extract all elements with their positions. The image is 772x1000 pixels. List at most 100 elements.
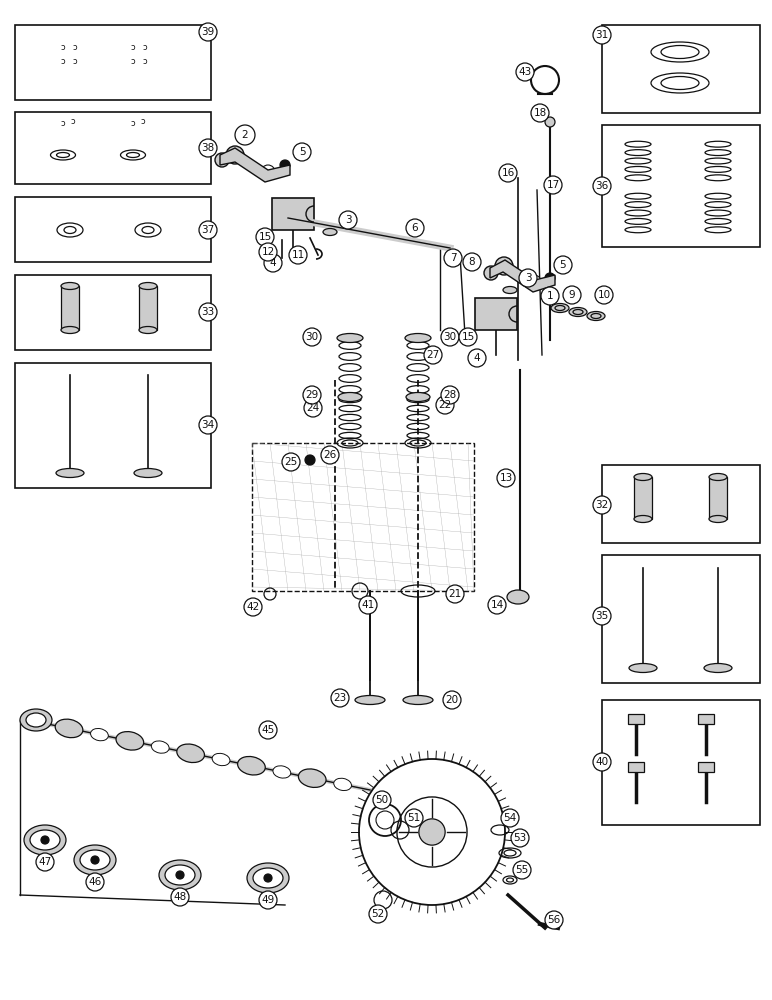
Ellipse shape bbox=[74, 845, 116, 875]
Bar bbox=[139, 286, 157, 330]
Circle shape bbox=[91, 856, 99, 864]
Circle shape bbox=[176, 871, 184, 879]
Ellipse shape bbox=[90, 728, 108, 741]
Ellipse shape bbox=[403, 696, 433, 704]
Text: 53: 53 bbox=[513, 833, 527, 843]
Circle shape bbox=[595, 286, 613, 304]
Ellipse shape bbox=[709, 474, 727, 481]
Ellipse shape bbox=[634, 474, 652, 481]
Text: 48: 48 bbox=[174, 892, 187, 902]
Text: 5: 5 bbox=[560, 260, 567, 270]
Text: ↄ: ↄ bbox=[73, 42, 77, 51]
Bar bbox=[628, 714, 644, 724]
Bar bbox=[634, 477, 652, 519]
Circle shape bbox=[545, 117, 555, 127]
Bar bbox=[15, 25, 211, 100]
Ellipse shape bbox=[151, 741, 169, 753]
Ellipse shape bbox=[634, 516, 652, 522]
Circle shape bbox=[519, 269, 537, 287]
Ellipse shape bbox=[507, 590, 529, 604]
Circle shape bbox=[544, 176, 562, 194]
Bar bbox=[475, 298, 517, 330]
Polygon shape bbox=[220, 148, 290, 182]
Text: 42: 42 bbox=[246, 602, 259, 612]
Circle shape bbox=[443, 691, 461, 709]
Ellipse shape bbox=[24, 825, 66, 855]
Circle shape bbox=[545, 273, 555, 283]
Circle shape bbox=[484, 266, 498, 280]
Bar bbox=[628, 762, 644, 772]
Circle shape bbox=[563, 286, 581, 304]
Circle shape bbox=[545, 911, 563, 929]
Ellipse shape bbox=[569, 308, 587, 316]
Ellipse shape bbox=[587, 312, 605, 320]
Circle shape bbox=[261, 165, 275, 179]
Text: 24: 24 bbox=[306, 403, 320, 413]
Ellipse shape bbox=[338, 392, 362, 401]
Circle shape bbox=[419, 819, 445, 845]
Text: 25: 25 bbox=[284, 457, 298, 467]
Ellipse shape bbox=[139, 326, 157, 334]
Ellipse shape bbox=[334, 778, 351, 791]
Circle shape bbox=[331, 689, 349, 707]
Ellipse shape bbox=[247, 863, 289, 893]
Circle shape bbox=[293, 143, 311, 161]
Text: 5: 5 bbox=[299, 147, 305, 157]
Text: 9: 9 bbox=[569, 290, 575, 300]
Ellipse shape bbox=[56, 468, 84, 478]
Text: 39: 39 bbox=[201, 27, 215, 37]
Circle shape bbox=[501, 809, 519, 827]
Text: 1: 1 bbox=[547, 291, 554, 301]
Ellipse shape bbox=[273, 766, 291, 778]
Text: 15: 15 bbox=[462, 332, 475, 342]
Ellipse shape bbox=[26, 713, 46, 727]
Ellipse shape bbox=[212, 753, 230, 766]
Circle shape bbox=[215, 153, 229, 167]
Circle shape bbox=[264, 254, 282, 272]
Text: 43: 43 bbox=[518, 67, 532, 77]
Ellipse shape bbox=[165, 865, 195, 885]
Text: 49: 49 bbox=[262, 895, 275, 905]
Circle shape bbox=[244, 598, 262, 616]
Ellipse shape bbox=[337, 334, 363, 342]
Circle shape bbox=[226, 146, 244, 164]
Circle shape bbox=[259, 243, 277, 261]
Circle shape bbox=[199, 416, 217, 434]
Circle shape bbox=[488, 596, 506, 614]
Ellipse shape bbox=[299, 769, 326, 787]
Text: 30: 30 bbox=[443, 332, 456, 342]
Bar bbox=[602, 125, 760, 247]
Circle shape bbox=[41, 836, 49, 844]
Text: 15: 15 bbox=[259, 232, 272, 242]
Circle shape bbox=[303, 386, 321, 404]
Circle shape bbox=[527, 275, 541, 289]
Ellipse shape bbox=[116, 732, 144, 750]
Circle shape bbox=[436, 396, 454, 414]
Circle shape bbox=[280, 160, 290, 170]
Bar bbox=[15, 197, 211, 262]
Circle shape bbox=[303, 328, 321, 346]
Text: 8: 8 bbox=[469, 257, 476, 267]
Text: 29: 29 bbox=[306, 390, 319, 400]
Circle shape bbox=[304, 399, 322, 417]
Circle shape bbox=[495, 257, 513, 275]
Text: 28: 28 bbox=[443, 390, 456, 400]
Ellipse shape bbox=[405, 334, 431, 342]
Text: 3: 3 bbox=[344, 215, 351, 225]
Bar bbox=[709, 477, 727, 519]
Ellipse shape bbox=[406, 392, 430, 401]
Circle shape bbox=[264, 874, 272, 882]
Ellipse shape bbox=[56, 719, 83, 738]
Text: ↄ: ↄ bbox=[130, 42, 135, 51]
Circle shape bbox=[339, 211, 357, 229]
Circle shape bbox=[86, 873, 104, 891]
Ellipse shape bbox=[139, 282, 157, 290]
Text: 50: 50 bbox=[375, 795, 388, 805]
Text: 4: 4 bbox=[474, 353, 480, 363]
Text: 36: 36 bbox=[595, 181, 608, 191]
Circle shape bbox=[321, 446, 339, 464]
Text: 47: 47 bbox=[39, 857, 52, 867]
Text: 16: 16 bbox=[501, 168, 515, 178]
Circle shape bbox=[441, 386, 459, 404]
Circle shape bbox=[406, 219, 424, 237]
